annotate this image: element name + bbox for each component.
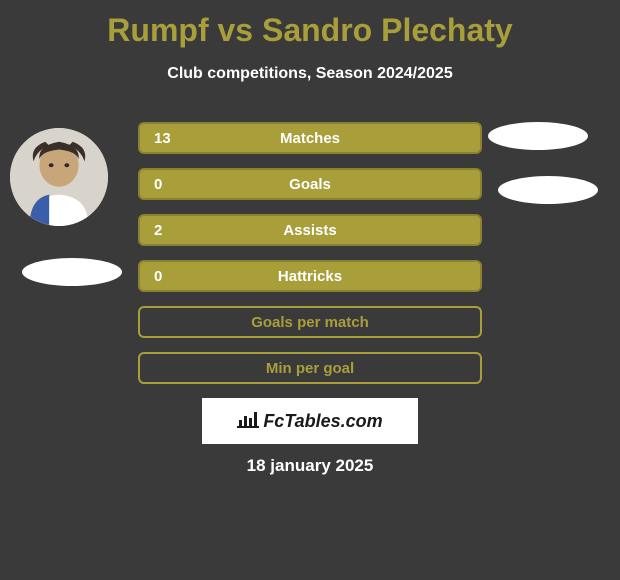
stat-bar-assists: 2 Assists [138, 214, 482, 246]
fctables-logo: FcTables.com [202, 398, 418, 444]
stat-label: Assists [140, 222, 480, 239]
player-avatar-left [10, 128, 108, 226]
stat-bar-hattricks: 0 Hattricks [138, 260, 482, 292]
chart-icon [237, 410, 259, 433]
stat-bar-min-per-goal: Min per goal [138, 352, 482, 384]
stat-bar-matches: 13 Matches [138, 122, 482, 154]
stat-label: Matches [140, 130, 480, 147]
stat-value: 2 [154, 222, 162, 239]
stat-bar-goals-per-match: Goals per match [138, 306, 482, 338]
comparison-date: 18 january 2025 [0, 456, 620, 476]
placeholder-ellipse-right-1 [488, 122, 588, 150]
stats-container: 13 Matches 0 Goals 2 Assists 0 Hattricks… [138, 122, 482, 398]
logo-text: FcTables.com [263, 411, 382, 432]
comparison-title: Rumpf vs Sandro Plechaty [0, 0, 620, 49]
placeholder-ellipse-left [22, 258, 122, 286]
stat-label: Hattricks [140, 268, 480, 285]
stat-value: 0 [154, 176, 162, 193]
stat-bar-goals: 0 Goals [138, 168, 482, 200]
stat-value: 13 [154, 130, 171, 147]
stat-label: Min per goal [140, 360, 480, 377]
comparison-subtitle: Club competitions, Season 2024/2025 [0, 65, 620, 83]
stat-value: 0 [154, 268, 162, 285]
stat-label: Goals [140, 176, 480, 193]
avatar-placeholder-icon [10, 128, 108, 226]
placeholder-ellipse-right-2 [498, 176, 598, 204]
stat-label: Goals per match [140, 314, 480, 331]
